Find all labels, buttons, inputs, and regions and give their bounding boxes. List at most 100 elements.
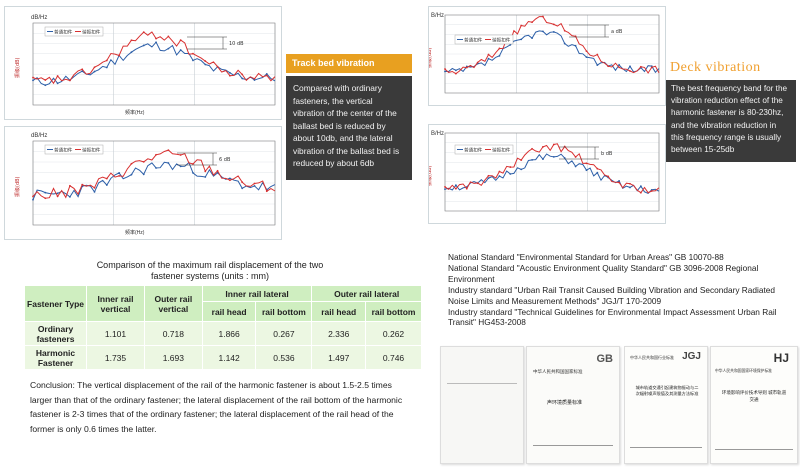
data-point (241, 73, 244, 76)
data-point (56, 82, 59, 85)
data-point (509, 173, 512, 175)
data-point (542, 158, 544, 161)
data-point (44, 84, 47, 87)
data-point (105, 177, 108, 180)
data-point (487, 57, 490, 60)
annotation-label: b dB (601, 151, 613, 157)
data-point (44, 79, 47, 81)
y-axis-label: 振级(dB) (14, 57, 21, 78)
data-point (179, 49, 182, 51)
comparison-conclusion: Conclusion: The vertical displacement of… (30, 380, 403, 434)
y-axis-label: 振级(dB) (429, 165, 433, 186)
chart-unit-label: dB/Hz (31, 15, 48, 21)
row-type: Harmonic Fastener (23, 345, 88, 370)
data-point (531, 159, 533, 161)
data-point (118, 172, 121, 174)
data-point (93, 186, 96, 189)
data-point (596, 167, 599, 170)
data-point (81, 68, 84, 71)
header-inner-rail-lateral: Inner rail lateral (201, 285, 313, 302)
header-rail-head: rail head (311, 301, 367, 322)
series-ordinary-line (32, 161, 276, 200)
chart-unit-label: B/Hz (431, 131, 445, 137)
data-point (650, 65, 653, 67)
data-point (216, 169, 219, 172)
gb-logo: GB (596, 353, 614, 365)
data-point (81, 70, 84, 73)
data-point (253, 79, 256, 81)
data-point (498, 175, 501, 177)
deck-title: Deck vibration (670, 60, 761, 75)
comparison-title: Comparison of the maximum rail displacem… (40, 260, 380, 282)
header-rail-head: rail head (201, 301, 257, 322)
data-point (542, 30, 544, 33)
data-point (204, 170, 207, 173)
series-ordinary-line (32, 41, 276, 86)
data-point (105, 184, 108, 186)
standards-list: National Standard "Environmental Standar… (434, 252, 792, 328)
data-point (574, 165, 577, 168)
data-point (552, 23, 555, 26)
deck-lateral-chart: 普通扣件 谐振扣件 b dB 振级(dB) B/Hz (428, 124, 666, 224)
data-point (552, 31, 555, 33)
gb-standard-document (440, 346, 524, 464)
standard-item: Industry standard "Urban Rail Transit Ca… (448, 284, 776, 306)
legend-label-ordinary: 普通扣件 (464, 37, 483, 44)
data-point (228, 74, 231, 77)
standard-item: National Standard "Acoustic Environment … (448, 262, 759, 284)
data-point (487, 174, 490, 177)
header-rail-bottom: rail bottom (255, 301, 313, 322)
legend: 普通扣件 谐振扣件 (454, 34, 514, 45)
data-point (639, 65, 642, 68)
data-point (241, 77, 244, 80)
data-point (118, 54, 121, 57)
legend-box (454, 34, 514, 45)
data-point (520, 168, 523, 171)
cell: 0.267 (255, 321, 313, 346)
data-point (487, 53, 490, 56)
legend-box (44, 144, 104, 155)
legend-label-harmonic: 谐振扣件 (492, 37, 511, 44)
data-point (596, 171, 599, 174)
data-point (155, 167, 157, 169)
data-point (179, 39, 182, 42)
data-point (93, 66, 96, 69)
data-point (607, 175, 610, 178)
data-point (69, 195, 71, 198)
cell: 1.101 (86, 321, 145, 346)
data-point (585, 56, 588, 59)
data-point (542, 15, 544, 18)
data-point (265, 74, 268, 77)
data-point (130, 51, 133, 54)
doc-lines (447, 353, 517, 384)
data-point (32, 79, 34, 82)
data-point (253, 182, 256, 185)
data-point (44, 191, 47, 194)
header-rail-bottom: rail bottom (365, 301, 422, 322)
table-row: Harmonic Fastener 1.735 1.693 1.142 0.53… (23, 345, 422, 370)
data-point (509, 166, 512, 168)
series-harmonic-line (32, 149, 276, 199)
data-point (105, 66, 108, 69)
data-point (618, 66, 621, 69)
cell: 1.866 (201, 321, 257, 346)
data-point (228, 179, 231, 182)
hj-title: 环境影响评价技术导则 城市轨道交通 (721, 390, 787, 402)
data-point (476, 182, 479, 184)
data-point (56, 192, 59, 195)
track-bed-description: Compared with ordinary fasteners, the ve… (286, 76, 412, 180)
data-point (563, 42, 566, 45)
data-point (531, 147, 533, 150)
header-fastener-type: Fastener Type (23, 285, 88, 322)
jgj-header: 中华人民共和国行业标准 (630, 355, 674, 360)
legend-box (44, 26, 104, 37)
annotation-label: 10 dB (229, 41, 244, 47)
data-point (167, 47, 170, 50)
data-point (130, 162, 133, 165)
track-bed-vertical-chart: 普通扣件 谐振扣件 10 dB 振级(dB) dB/Hz 频率(Hz) (4, 6, 282, 120)
data-point (476, 61, 479, 64)
header-inner-rail-vertical: Inner rail vertical (86, 285, 145, 322)
data-point (563, 29, 566, 32)
data-point (454, 187, 457, 190)
data-point (69, 184, 71, 187)
